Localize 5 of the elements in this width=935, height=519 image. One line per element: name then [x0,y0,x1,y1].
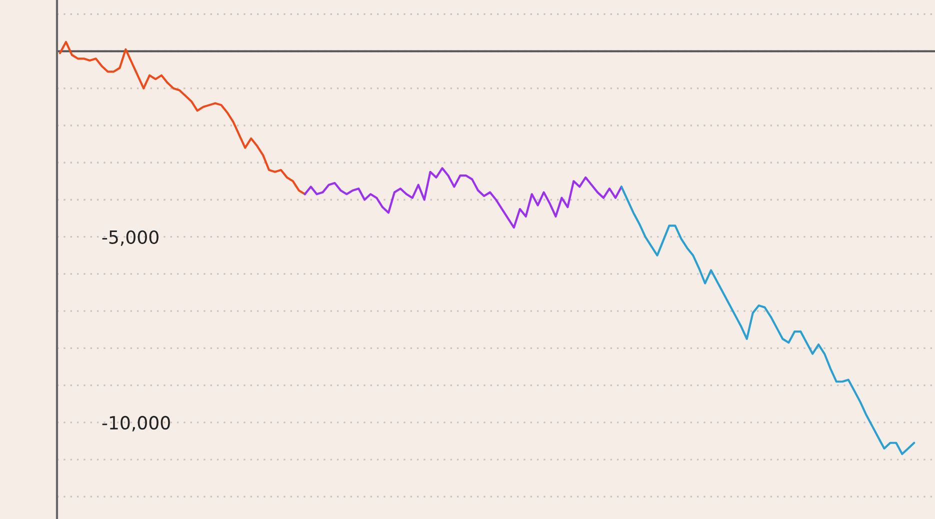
y-tick-label: -10,000 [102,416,170,432]
line-series [304,167,622,229]
line-series [58,40,306,196]
line-series [620,186,916,456]
y-tick-label: -5,000 [102,230,158,246]
